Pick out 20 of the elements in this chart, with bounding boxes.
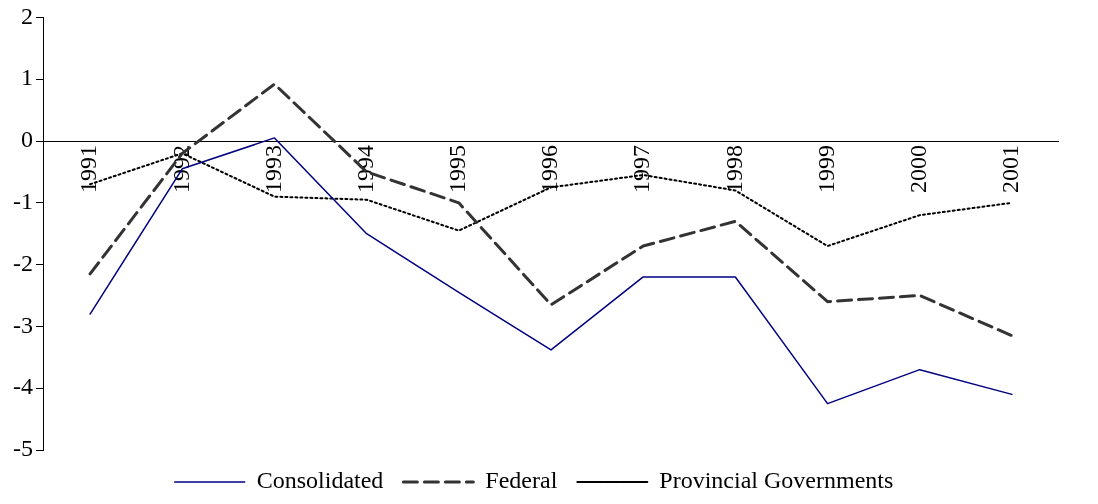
x-tick-label: 1991 xyxy=(75,145,102,193)
y-tick-label: -4 xyxy=(12,373,33,400)
x-tick-label: 1999 xyxy=(812,145,839,193)
y-tick-label: -1 xyxy=(12,188,33,215)
y-tick-label: 0 xyxy=(20,126,33,153)
x-tick-label: 2001 xyxy=(997,145,1024,193)
x-tick-label: 1995 xyxy=(444,145,471,193)
x-tick-label: 1996 xyxy=(536,145,563,193)
y-tick-label: -3 xyxy=(12,311,33,338)
y-tick-label: 1 xyxy=(20,64,33,91)
x-tick-label: 1998 xyxy=(720,145,747,193)
y-tick-label: -5 xyxy=(12,435,33,462)
x-tick-label: 1993 xyxy=(259,145,286,193)
legend-label: Federal xyxy=(485,467,558,494)
legend-label: Provincial Governments xyxy=(659,467,894,494)
y-tick-label: 2 xyxy=(20,2,33,29)
x-tick-label: 1997 xyxy=(628,145,655,193)
y-tick-label: -2 xyxy=(12,249,33,276)
x-tick-label: 2000 xyxy=(905,145,932,193)
legend-label: Consolidated xyxy=(256,467,384,494)
